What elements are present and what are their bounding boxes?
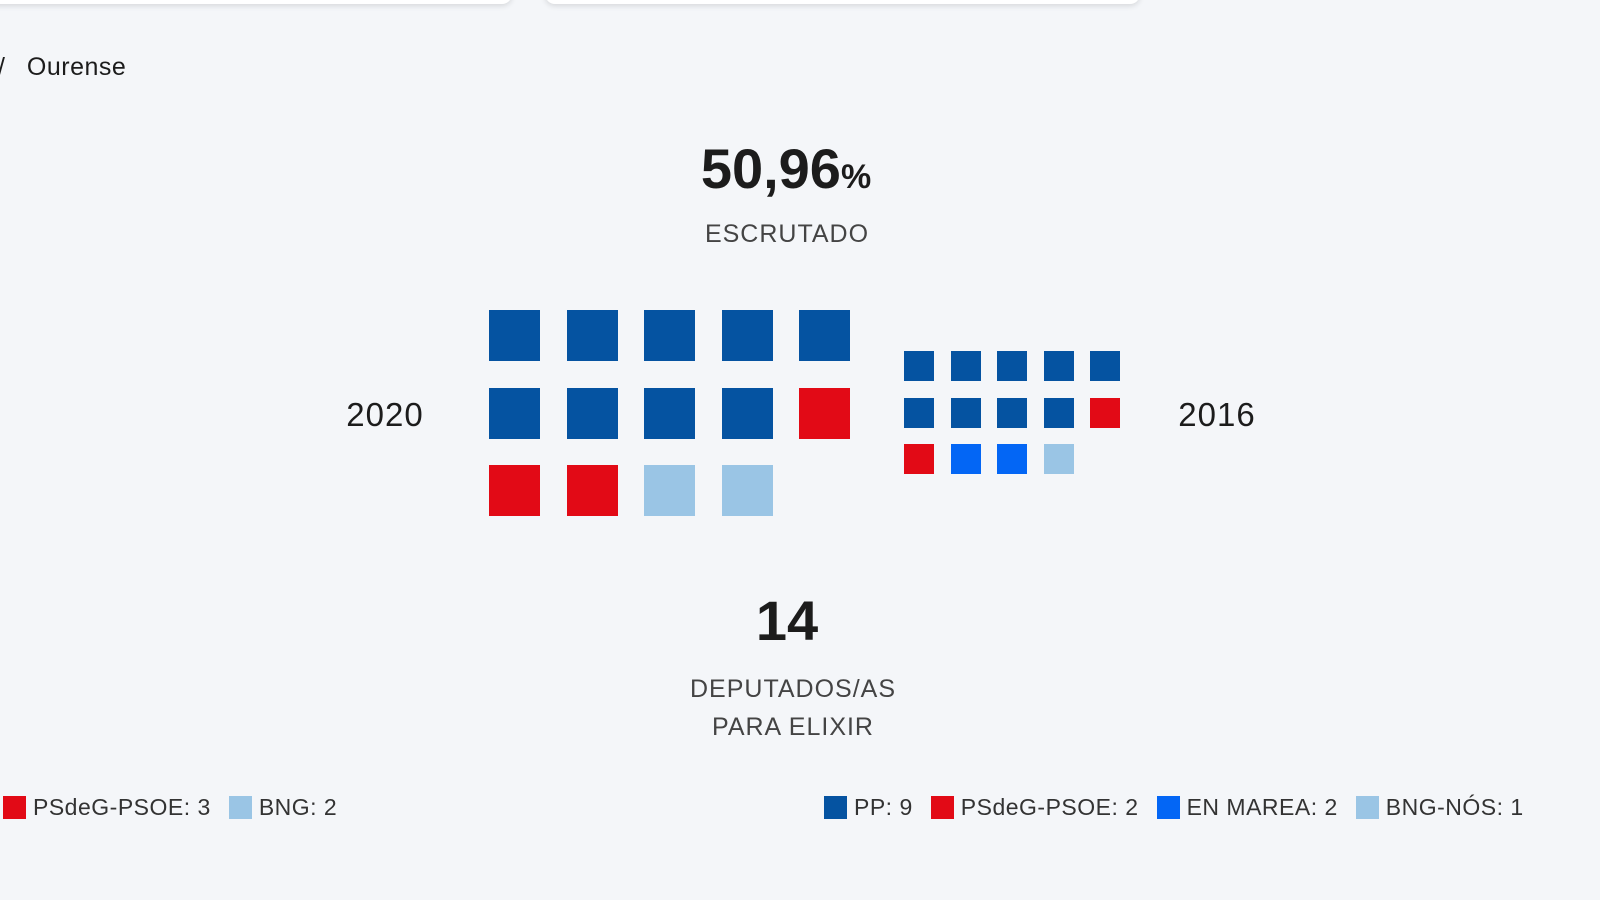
breadcrumb: / Ourense [0,53,126,82]
seat-square [489,310,540,361]
scrutiny-caption: ESCRUTADO [704,220,870,248]
seat-square [566,465,618,516]
seat-square [799,387,850,439]
breadcrumb-link[interactable]: Ourense [26,53,127,81]
legend-item: PP: 9 [824,794,913,821]
seat-square [489,465,540,516]
legend: PP: 9 PSdeG-PSOE: 2 EN MAREA: 2 BNG-NÓS: 1 [824,794,1542,821]
legend-item: PSdeG-PSOE: 2 [930,794,1139,821]
year-label: 2020 [346,396,424,433]
legend-label: BNG: 2 [258,794,338,820]
seat-square [721,465,773,516]
top-card [0,0,512,4]
legend-label: BNG-NÓS: 1 [1385,794,1524,820]
seats-caption-line: PARA ELIXIR [712,713,874,741]
seat-square [1043,351,1074,381]
scrutiny-value: 50,96% [701,136,871,201]
seat-square [721,310,773,361]
seat-square [997,351,1027,381]
seat-square [950,444,981,474]
seat-square [997,397,1027,428]
seats-caption: DEPUTADOS/AS PARA ELIXIR [690,670,896,746]
legend-swatch [930,796,954,819]
legend-swatch [3,796,26,819]
legend-item: BNG: 2 [228,794,338,821]
seat-square [904,351,934,381]
scrutiny-number: 50,96 [700,137,841,200]
seat-square [1043,397,1074,428]
seat-square [997,444,1027,474]
breadcrumb-separator: / [0,53,5,81]
legend-item: EN MAREA: 2 [1156,794,1338,821]
legend-swatch [824,796,847,819]
year-label: 2016 [1178,396,1256,433]
scrutiny-unit: % [840,158,872,196]
top-card [545,0,1140,4]
seats-total: 14 [755,589,819,652]
seat-square [799,310,850,361]
legend-item: BNG-NÓS: 1 [1355,794,1524,821]
seats-caption-line: DEPUTADOS/AS [689,675,897,703]
legend-label: PP: 9 [854,794,913,820]
seat-square [904,397,934,428]
seat-square [566,310,618,361]
seat-square [721,387,773,439]
legend-label: EN MAREA: 2 [1186,794,1338,820]
seat-square [950,351,981,381]
seat-square [566,387,618,439]
legend: PSdeG-PSOE: 3 BNG: 2 [3,794,355,821]
seat-square [644,310,695,361]
seat-square [644,465,695,516]
seat-square [1043,444,1074,474]
legend-swatch [1355,796,1379,819]
legend-item: PSdeG-PSOE: 3 [3,794,211,821]
seat-square [1090,397,1120,428]
legend-swatch [1156,796,1180,819]
seat-square [644,387,695,439]
legend-swatch [228,796,252,819]
legend-label: PSdeG-PSOE: 3 [33,794,211,820]
seat-square [1090,351,1120,381]
seat-square [950,397,981,428]
seat-square [489,387,540,439]
seat-square [904,444,934,474]
legend-label: PSdeG-PSOE: 2 [960,794,1139,820]
